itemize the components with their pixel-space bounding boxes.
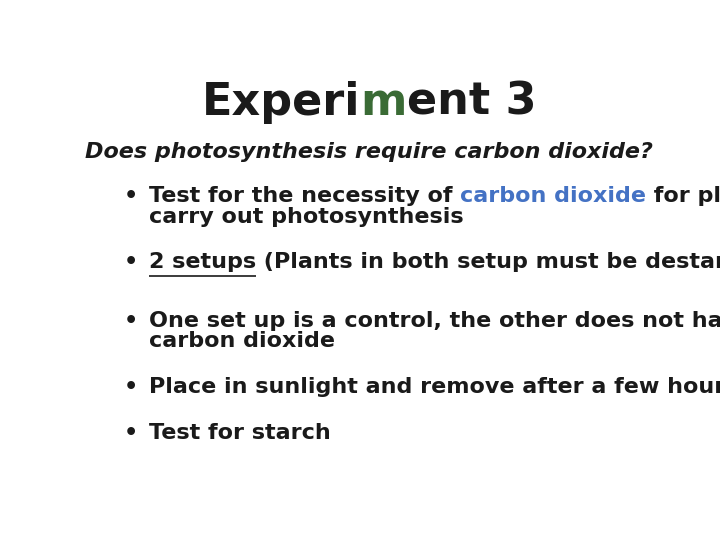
Text: Experi: Experi bbox=[202, 80, 360, 124]
Text: •: • bbox=[124, 310, 138, 330]
Text: •: • bbox=[124, 252, 138, 272]
Text: Does photosynthesis require carbon dioxide?: Does photosynthesis require carbon dioxi… bbox=[85, 142, 653, 162]
Text: ent 3: ent 3 bbox=[407, 80, 536, 124]
Text: •: • bbox=[124, 186, 138, 206]
Text: for plants to: for plants to bbox=[646, 186, 720, 206]
Text: •: • bbox=[124, 423, 138, 443]
Text: carry out photosynthesis: carry out photosynthesis bbox=[148, 207, 463, 227]
Text: m: m bbox=[360, 80, 407, 124]
Text: carbon dioxide: carbon dioxide bbox=[148, 332, 335, 352]
Text: Test for the necessity of: Test for the necessity of bbox=[148, 186, 460, 206]
Text: •: • bbox=[124, 377, 138, 397]
Text: (Plants in both setup must be destarched): (Plants in both setup must be destarched… bbox=[256, 252, 720, 272]
Text: 2 setups: 2 setups bbox=[148, 252, 256, 272]
Text: carbon dioxide: carbon dioxide bbox=[460, 186, 646, 206]
Text: Place in sunlight and remove after a few hours: Place in sunlight and remove after a few… bbox=[148, 377, 720, 397]
Text: Test for starch: Test for starch bbox=[148, 423, 330, 443]
Text: One set up is a control, the other does not have: One set up is a control, the other does … bbox=[148, 310, 720, 330]
